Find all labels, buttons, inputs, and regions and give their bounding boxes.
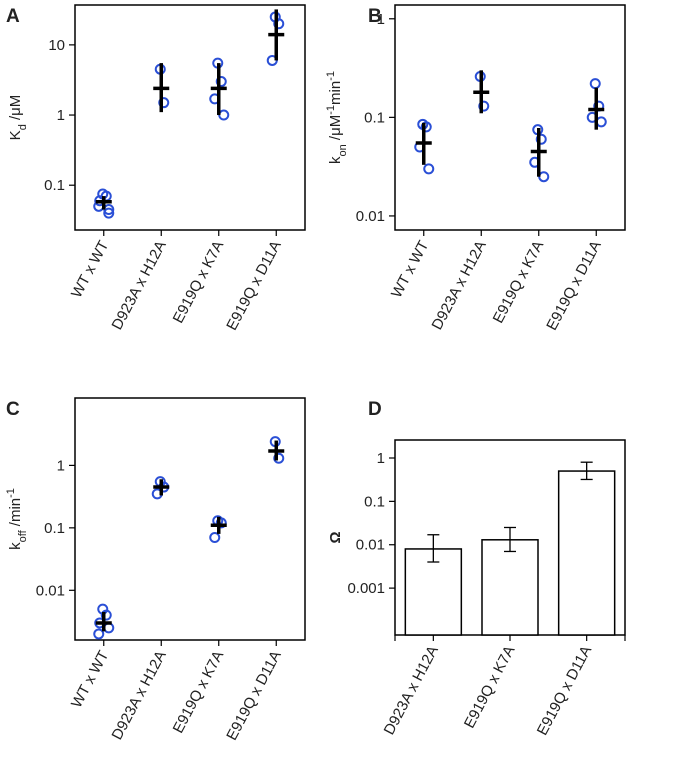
- data-point: [273, 18, 285, 30]
- y-tick-label: 0.1: [44, 520, 65, 537]
- x-tick-label: E919Q x K7A: [461, 643, 519, 731]
- data-point: [535, 133, 547, 145]
- data-point: [420, 121, 432, 133]
- y-axis-label: Kd /μM: [7, 95, 29, 141]
- data-point: [423, 163, 435, 175]
- y-tick-label: 0.1: [364, 493, 385, 510]
- x-tick-label: E919Q x D11A: [543, 238, 604, 333]
- plot-frame: [74, 4, 306, 231]
- data-point: [215, 517, 227, 529]
- data-point: [93, 628, 105, 640]
- x-tick-label: E919Q x D11A: [223, 648, 284, 743]
- x-tick-label: E919Q x K7A: [170, 238, 228, 326]
- y-axis-label-part: /μM: [7, 95, 24, 124]
- data-point: [100, 609, 112, 621]
- bar: [557, 470, 616, 636]
- y-tick-label: 1: [57, 107, 65, 124]
- bar: [404, 548, 463, 636]
- y-tick-label: 10: [48, 37, 65, 54]
- x-tick-label: D923A x H12A: [381, 643, 442, 738]
- y-axis-label-part: k: [327, 156, 344, 164]
- data-point: [209, 532, 221, 544]
- panel-letter: C: [6, 399, 20, 420]
- x-tick-label: WT x WT: [388, 238, 432, 301]
- y-axis-label-part: min: [327, 81, 344, 105]
- bar: [481, 539, 539, 636]
- y-tick-label: 0.01: [36, 582, 65, 599]
- y-axis-label-part: K: [7, 130, 24, 140]
- x-tick-label: E919Q x K7A: [490, 238, 548, 326]
- data-point: [273, 452, 285, 464]
- x-tick-label: WT x WT: [68, 648, 112, 711]
- y-tick-label: 1: [377, 11, 385, 28]
- panel-letter: B: [368, 6, 382, 27]
- y-tick-label: 0.01: [356, 208, 385, 225]
- data-point: [478, 100, 490, 112]
- data-point: [158, 97, 170, 109]
- y-tick-label: 0.01: [356, 537, 385, 554]
- y-axis-label-part: -1: [325, 71, 337, 81]
- y-axis-label-part: on: [337, 144, 349, 156]
- x-tick-label: D923A x H12A: [109, 648, 170, 743]
- y-axis-label: Ω: [327, 531, 344, 543]
- x-tick-label: D923A x H12A: [429, 238, 490, 333]
- panel-letter: D: [368, 399, 382, 420]
- y-axis-label-part: off: [17, 529, 29, 542]
- plot-frame: [394, 4, 626, 231]
- x-tick-label: E919Q x D11A: [223, 238, 284, 333]
- y-tick-label: 0.001: [347, 580, 385, 597]
- data-point: [103, 207, 115, 219]
- data-point: [215, 76, 227, 88]
- data-point: [103, 622, 115, 634]
- panel-letter: A: [6, 6, 20, 27]
- y-axis-label-part: /μM: [327, 115, 344, 144]
- x-tick-label: WT x WT: [68, 238, 112, 301]
- y-axis-label: koff /min-1: [5, 488, 29, 550]
- y-axis-label: kon /μM-1min-1: [325, 71, 349, 164]
- data-point: [589, 78, 601, 90]
- y-tick-label: 0.1: [364, 109, 385, 126]
- y-axis-label-part: d: [17, 124, 29, 130]
- x-tick-label: E919Q x K7A: [170, 648, 228, 736]
- y-axis-label-part: /min: [7, 498, 24, 531]
- data-point: [595, 116, 607, 128]
- y-axis-label-part: -1: [325, 105, 337, 115]
- data-point: [218, 109, 230, 121]
- y-axis-label-part: k: [7, 542, 24, 550]
- plot-frame: [74, 397, 306, 641]
- x-tick-label: E919Q x D11A: [534, 643, 595, 738]
- y-axis-label-part: -1: [5, 488, 17, 498]
- x-tick-label: D923A x H12A: [109, 238, 170, 333]
- y-tick-label: 0.1: [44, 177, 65, 194]
- y-axis-label-part: Ω: [327, 531, 344, 543]
- y-tick-label: 1: [377, 450, 385, 467]
- y-tick-label: 1: [57, 457, 65, 474]
- data-point: [538, 171, 550, 183]
